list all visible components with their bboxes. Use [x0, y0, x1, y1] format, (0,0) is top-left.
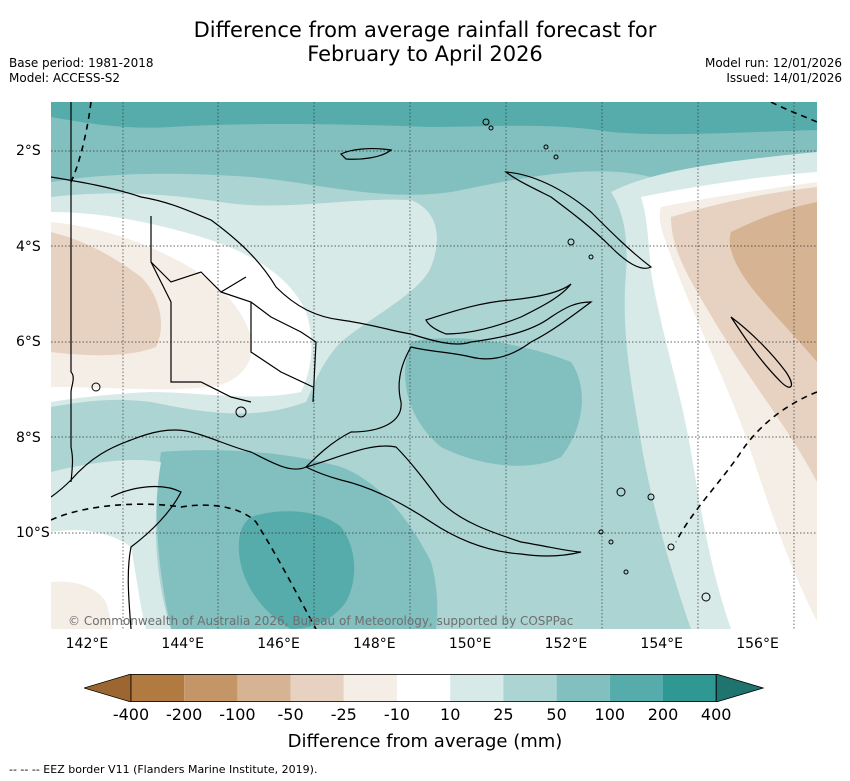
colorbar-title: Difference from average (mm) [0, 731, 850, 752]
model-name: Model: ACCESS-S2 [9, 71, 154, 86]
colorbar-tick-label: 100 [595, 705, 626, 724]
y-tick-label: 2°S [16, 143, 41, 159]
x-tick-label: 144°E [161, 636, 204, 652]
colorbar-tick-label: -10 [384, 705, 410, 724]
x-tick-label: 148°E [353, 636, 396, 652]
copyright-credit: © Commonwealth of Australia 2026, Bureau… [68, 614, 573, 628]
colorbar-bin [237, 674, 290, 702]
colorbar-bin [131, 674, 184, 702]
y-tick-label: 8°S [16, 430, 41, 446]
x-tick-label: 156°E [736, 636, 779, 652]
y-tick-label: 4°S [16, 239, 41, 255]
y-tick-label: 6°S [16, 334, 41, 350]
colorbar-arrow-low [84, 674, 131, 702]
colorbar-tick-label: 200 [648, 705, 679, 724]
colorbar-bin [450, 674, 503, 702]
colorbar-bin [291, 674, 344, 702]
base-period: Base period: 1981-2018 [9, 56, 154, 71]
colorbar-tick-label: -400 [113, 705, 149, 724]
title-line-1: Difference from average rainfall forecas… [0, 18, 850, 42]
colorbar-tick-label: 400 [701, 705, 732, 724]
colorbar-bin [503, 674, 556, 702]
model-info: Base period: 1981-2018 Model: ACCESS-S2 [9, 56, 154, 86]
x-tick-label: 152°E [545, 636, 588, 652]
y-tick-label: 10°S [16, 525, 50, 541]
eez-footnote: -- -- -- EEZ border V11 (Flanders Marine… [9, 763, 317, 776]
colorbar-tick-label: 50 [546, 705, 566, 724]
colorbar-bin [184, 674, 237, 702]
model-run: Model run: 12/01/2026 [705, 56, 842, 71]
colorbar-tick-label: -200 [166, 705, 202, 724]
colorbar-bin [344, 674, 397, 702]
colorbar-bin [610, 674, 663, 702]
colorbar-tick-label: -50 [278, 705, 304, 724]
colorbar-bin [557, 674, 610, 702]
colorbar-tick-label: 25 [493, 705, 513, 724]
colorbar-bin [663, 674, 716, 702]
colorbar-arrow-high [716, 674, 763, 702]
x-tick-label: 154°E [640, 636, 683, 652]
run-info: Model run: 12/01/2026 Issued: 14/01/2026 [705, 56, 842, 86]
issued-date: Issued: 14/01/2026 [705, 71, 842, 86]
x-tick-label: 150°E [449, 636, 492, 652]
colorbar-tick-label: -100 [219, 705, 255, 724]
rainfall-anomaly-map [51, 102, 817, 629]
colorbar-bin [397, 674, 450, 702]
colorbar-tick-label: -25 [331, 705, 357, 724]
x-tick-label: 146°E [257, 636, 300, 652]
colorbar [84, 674, 768, 702]
x-tick-label: 142°E [66, 636, 109, 652]
colorbar-tick-label: 10 [440, 705, 460, 724]
map-canvas [51, 102, 817, 629]
